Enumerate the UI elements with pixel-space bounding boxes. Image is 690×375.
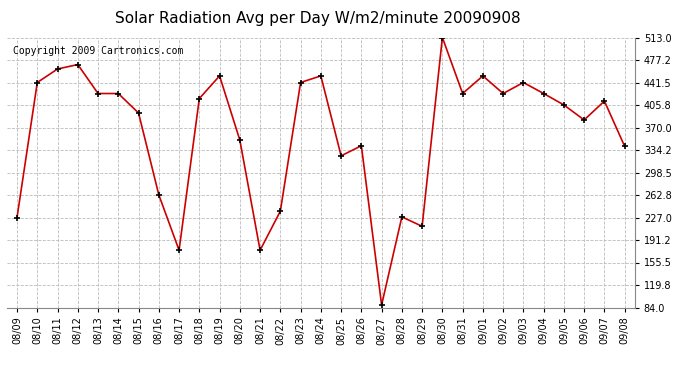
Text: Solar Radiation Avg per Day W/m2/minute 20090908: Solar Radiation Avg per Day W/m2/minute … — [115, 11, 520, 26]
Text: Copyright 2009 Cartronics.com: Copyright 2009 Cartronics.com — [13, 46, 184, 56]
